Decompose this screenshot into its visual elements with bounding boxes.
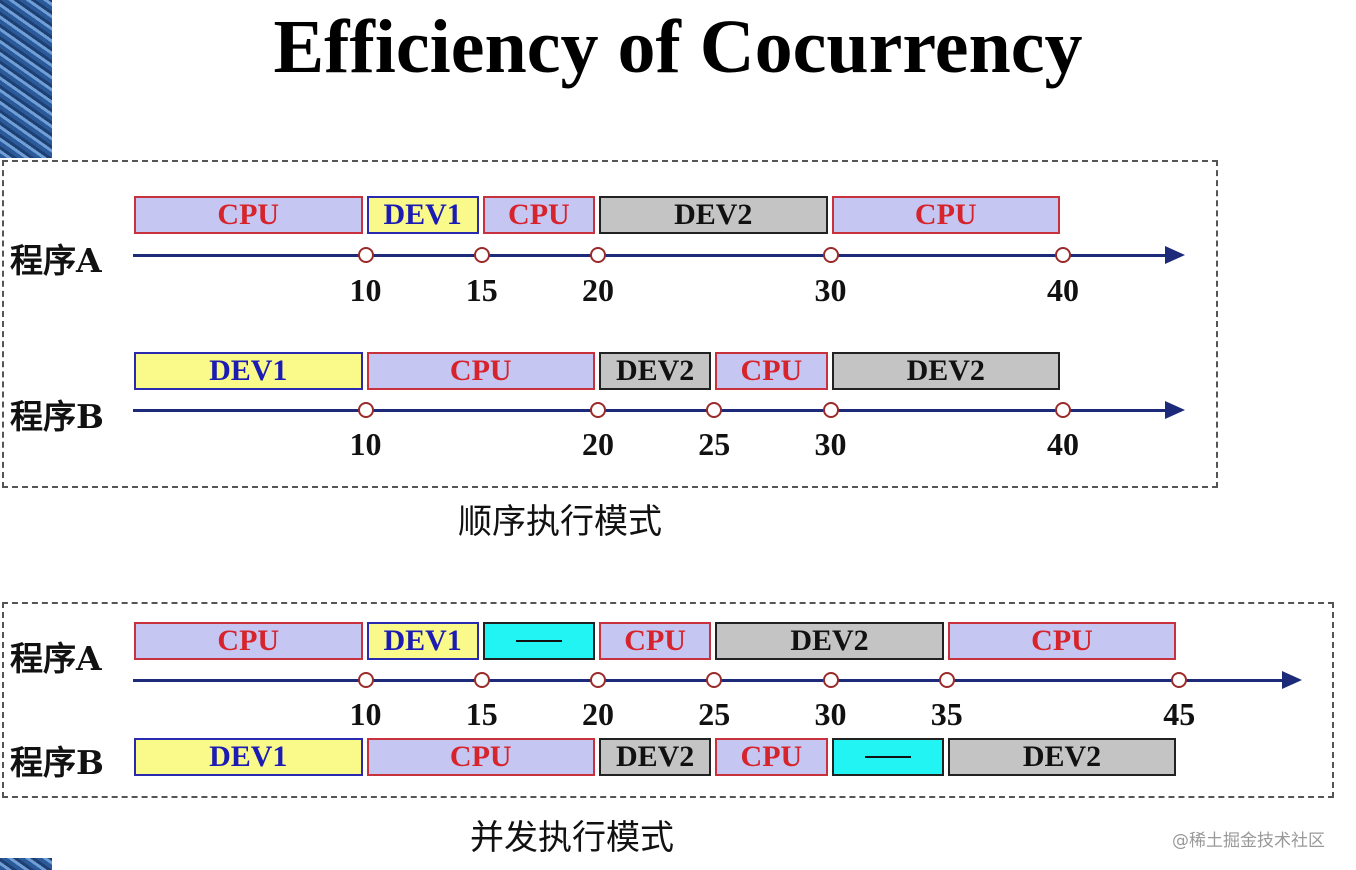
con-a-cpu-segment: CPU xyxy=(599,622,712,660)
seq-a-tick-marker xyxy=(822,247,839,263)
con-tick-label: 25 xyxy=(698,696,731,732)
seq-a-cpu-segment: CPU xyxy=(482,196,595,234)
seq-b-tick-marker xyxy=(1055,402,1071,418)
con-tick-marker xyxy=(473,672,490,688)
seq-a-tick-marker xyxy=(1055,247,1071,263)
seq-b-tick-label: 20 xyxy=(582,426,614,462)
con-a-idle-segment xyxy=(482,622,595,660)
con-tick-label: 15 xyxy=(465,696,498,732)
seq-a-time-axis xyxy=(133,254,1165,257)
seq-b-dev1-segment: DEV1 xyxy=(134,352,363,390)
seq-b-tick-label: 10 xyxy=(349,426,382,462)
seq-a-tick-label: 20 xyxy=(582,272,614,308)
seq-a-tick-label: 40 xyxy=(1047,272,1079,308)
con-tick-marker xyxy=(590,672,606,688)
seq-b-time-axis xyxy=(133,409,1165,412)
con-tick-label: 20 xyxy=(582,696,614,732)
con-tick-marker xyxy=(706,672,723,688)
con-tick-marker xyxy=(938,672,955,688)
sequential-program-b-label: 程序B xyxy=(10,397,104,436)
seq-b-tick-marker xyxy=(706,402,723,418)
seq-a-axis-arrowhead xyxy=(1165,246,1185,264)
seq-a-dev1-segment: DEV1 xyxy=(366,196,479,234)
seq-b-cpu-segment: CPU xyxy=(366,352,595,390)
con-tick-label: 45 xyxy=(1163,696,1196,732)
seq-b-tick-marker xyxy=(822,402,839,418)
sequential-frame xyxy=(2,160,1218,488)
con-tick-marker xyxy=(1171,672,1188,688)
concurrent-program-b-label: 程序B xyxy=(10,743,104,782)
corner-texture xyxy=(0,0,52,158)
con-a-axis-arrowhead xyxy=(1282,671,1302,689)
con-b-idle-segment xyxy=(831,738,944,776)
corner-texture-bottom xyxy=(0,858,52,870)
seq-b-axis-arrowhead xyxy=(1165,401,1185,419)
con-tick-marker xyxy=(357,672,374,688)
seq-b-tick-label: 25 xyxy=(698,426,731,462)
con-b-dev1-segment: DEV1 xyxy=(134,738,363,776)
seq-b-dev2-segment: DEV2 xyxy=(599,352,712,390)
con-tick-marker xyxy=(822,672,839,688)
sequential-caption: 顺序执行模式 xyxy=(458,502,662,542)
sequential-program-a-label: 程序A xyxy=(10,241,102,280)
seq-b-tick-marker xyxy=(590,402,606,418)
seq-a-tick-marker xyxy=(590,247,606,263)
seq-a-tick-label: 15 xyxy=(465,272,498,308)
con-tick-label: 10 xyxy=(349,696,382,732)
con-b-dev2-segment: DEV2 xyxy=(599,738,712,776)
watermark: @稀土掘金技术社区 xyxy=(1172,831,1325,851)
con-b-cpu-segment: CPU xyxy=(715,738,828,776)
seq-b-tick-label: 40 xyxy=(1047,426,1079,462)
con-a-dev2-segment: DEV2 xyxy=(715,622,944,660)
seq-a-tick-marker xyxy=(473,247,490,263)
concurrent-program-a-label: 程序A xyxy=(10,639,102,678)
slide-title: Efficiency of Cocurrency xyxy=(273,5,1083,89)
con-tick-label: 35 xyxy=(930,696,963,732)
seq-a-tick-label: 10 xyxy=(349,272,382,308)
con-tick-label: 30 xyxy=(814,696,847,732)
seq-b-tick-marker xyxy=(357,402,374,418)
seq-a-cpu-segment: CPU xyxy=(134,196,363,234)
con-a-cpu-segment: CPU xyxy=(947,622,1177,660)
seq-b-cpu-segment: CPU xyxy=(715,352,828,390)
idle-dash xyxy=(864,756,911,758)
concurrent-frame xyxy=(2,602,1334,798)
con-b-dev2-segment: DEV2 xyxy=(947,738,1177,776)
seq-a-tick-marker xyxy=(357,247,374,263)
con-a-dev1-segment: DEV1 xyxy=(366,622,479,660)
con-b-cpu-segment: CPU xyxy=(366,738,595,776)
con-a-cpu-segment: CPU xyxy=(134,622,363,660)
seq-a-cpu-segment: CPU xyxy=(831,196,1060,234)
concurrent-caption: 并发执行模式 xyxy=(470,818,674,858)
seq-a-tick-label: 30 xyxy=(814,272,847,308)
seq-a-dev2-segment: DEV2 xyxy=(599,196,828,234)
seq-b-dev2-segment: DEV2 xyxy=(831,352,1060,390)
idle-dash xyxy=(515,640,562,642)
seq-b-tick-label: 30 xyxy=(814,426,847,462)
